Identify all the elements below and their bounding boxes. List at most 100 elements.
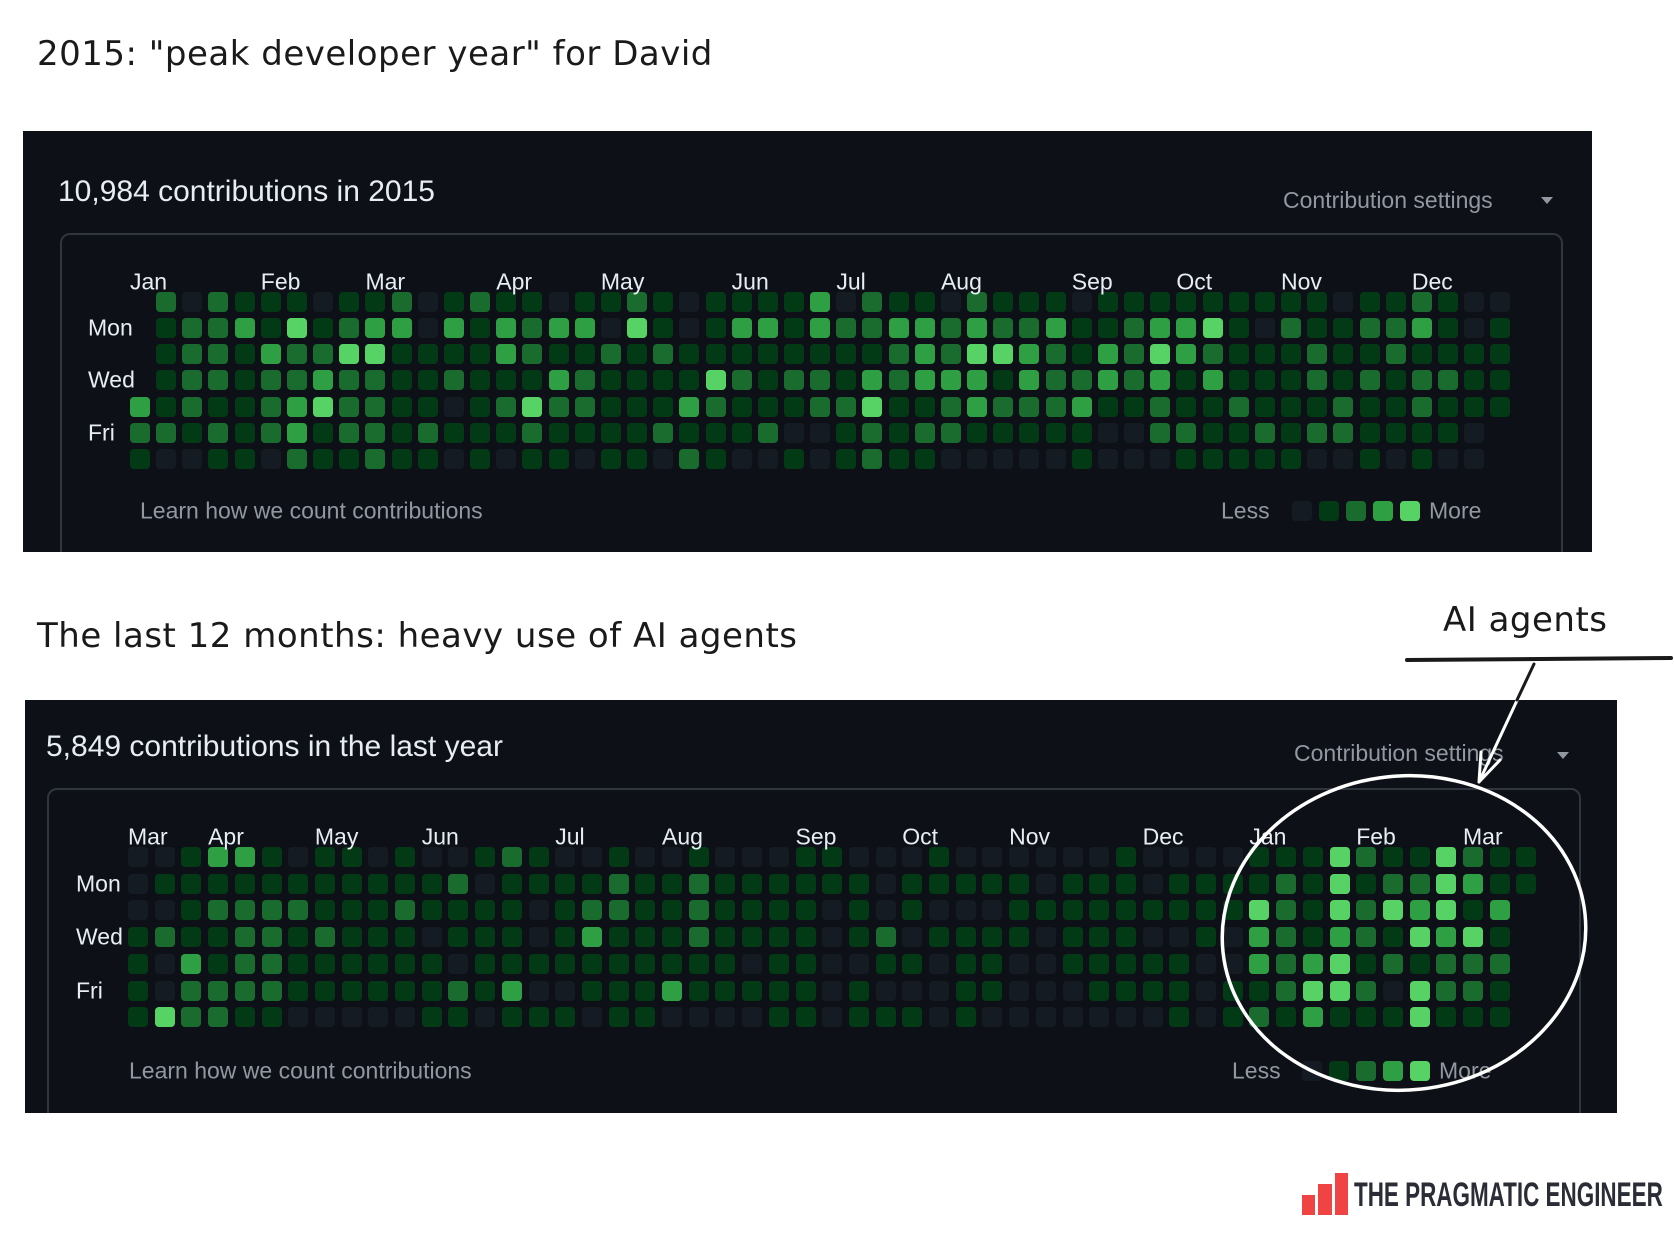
contribution-cell[interactable]	[742, 900, 763, 921]
contribution-cell[interactable]	[313, 396, 334, 417]
contribution-cell[interactable]	[1359, 422, 1380, 443]
contribution-cell[interactable]	[1254, 292, 1275, 312]
contribution-cell[interactable]	[742, 927, 763, 948]
contribution-cell[interactable]	[1281, 448, 1302, 469]
contribution-cell[interactable]	[1436, 1007, 1457, 1028]
contribution-cell[interactable]	[1228, 396, 1249, 417]
contribution-cell[interactable]	[608, 953, 629, 974]
contribution-cell[interactable]	[130, 396, 150, 417]
contribution-cell[interactable]	[1089, 927, 1110, 948]
contribution-cell[interactable]	[902, 900, 923, 921]
contribution-cell[interactable]	[982, 900, 1003, 921]
contribution-cell[interactable]	[875, 927, 896, 948]
contribution-cell[interactable]	[1249, 953, 1270, 974]
contribution-cell[interactable]	[391, 292, 412, 312]
contribution-cell[interactable]	[154, 953, 175, 974]
contribution-cell[interactable]	[679, 370, 700, 391]
contribution-cell[interactable]	[993, 396, 1014, 417]
contribution-cell[interactable]	[1385, 292, 1406, 312]
contribution-cell[interactable]	[555, 953, 576, 974]
contribution-cell[interactable]	[417, 370, 438, 391]
contribution-cell[interactable]	[234, 448, 255, 469]
contribution-cell[interactable]	[528, 980, 549, 1001]
contribution-cell[interactable]	[705, 448, 726, 469]
contribution-cell[interactable]	[1035, 927, 1056, 948]
contribution-cell[interactable]	[1438, 396, 1458, 417]
contribution-cell[interactable]	[555, 873, 576, 894]
contribution-cell[interactable]	[955, 900, 976, 921]
contribution-cell[interactable]	[365, 396, 386, 417]
contribution-cell[interactable]	[757, 370, 778, 391]
contribution-cell[interactable]	[1464, 396, 1485, 417]
contribution-cell[interactable]	[1009, 900, 1030, 921]
contribution-cell[interactable]	[1333, 318, 1354, 339]
contribution-cell[interactable]	[848, 900, 869, 921]
contribution-cell[interactable]	[1463, 980, 1483, 1001]
contribution-cell[interactable]	[208, 847, 229, 867]
contribution-cell[interactable]	[391, 396, 412, 417]
contribution-cell[interactable]	[1176, 396, 1197, 417]
contribution-cell[interactable]	[662, 927, 682, 948]
contribution-cell[interactable]	[784, 370, 804, 391]
contribution-cell[interactable]	[391, 344, 412, 365]
contribution-cell[interactable]	[1490, 318, 1511, 339]
contribution-cell[interactable]	[1089, 900, 1110, 921]
contribution-cell[interactable]	[1124, 370, 1145, 391]
contribution-cell[interactable]	[1409, 900, 1430, 921]
contribution-cell[interactable]	[1202, 370, 1223, 391]
contribution-cell[interactable]	[902, 927, 923, 948]
contribution-cell[interactable]	[742, 953, 763, 974]
contribution-cell[interactable]	[417, 396, 438, 417]
contribution-cell[interactable]	[528, 1007, 549, 1028]
contribution-cell[interactable]	[1009, 873, 1030, 894]
contribution-cell[interactable]	[1463, 1007, 1483, 1028]
contribution-cell[interactable]	[1438, 370, 1458, 391]
contribution-cell[interactable]	[548, 318, 569, 339]
contribution-cell[interactable]	[313, 370, 334, 391]
contribution-cell[interactable]	[993, 292, 1014, 312]
contribution-cell[interactable]	[1302, 900, 1323, 921]
contribution-cell[interactable]	[156, 292, 177, 312]
contribution-cell[interactable]	[1333, 422, 1354, 443]
contribution-cell[interactable]	[1333, 344, 1354, 365]
contribution-cell[interactable]	[339, 448, 360, 469]
contribution-cell[interactable]	[128, 927, 148, 948]
contribution-cell[interactable]	[548, 292, 569, 312]
contribution-cell[interactable]	[395, 847, 415, 867]
contribution-cell[interactable]	[1019, 292, 1040, 312]
contribution-cell[interactable]	[982, 980, 1003, 1001]
contribution-cell[interactable]	[1169, 900, 1190, 921]
contribution-cell[interactable]	[1489, 980, 1510, 1001]
contribution-cell[interactable]	[234, 422, 255, 443]
contribution-cell[interactable]	[470, 448, 491, 469]
contribution-cell[interactable]	[421, 847, 442, 867]
contribution-cell[interactable]	[1302, 847, 1323, 867]
contribution-cell[interactable]	[448, 927, 469, 948]
contribution-cell[interactable]	[368, 980, 389, 1001]
contribution-cell[interactable]	[1071, 292, 1092, 312]
contribution-cell[interactable]	[528, 847, 549, 867]
contribution-cell[interactable]	[688, 873, 709, 894]
contribution-cell[interactable]	[395, 927, 415, 948]
contribution-cell[interactable]	[1150, 344, 1171, 365]
contribution-cell[interactable]	[1150, 292, 1171, 312]
contribution-cell[interactable]	[496, 370, 517, 391]
contribution-cell[interactable]	[208, 1007, 229, 1028]
contribution-cell[interactable]	[1276, 900, 1297, 921]
contribution-cell[interactable]	[1249, 927, 1270, 948]
contribution-cell[interactable]	[395, 1007, 415, 1028]
contribution-cell[interactable]	[982, 873, 1003, 894]
contribution-cell[interactable]	[1228, 422, 1249, 443]
contribution-cell[interactable]	[1071, 370, 1092, 391]
contribution-cell[interactable]	[368, 953, 389, 974]
contribution-cell[interactable]	[1411, 448, 1432, 469]
contribution-cell[interactable]	[1202, 344, 1223, 365]
contribution-cell[interactable]	[391, 422, 412, 443]
contribution-cell[interactable]	[1124, 422, 1145, 443]
contribution-cell[interactable]	[1329, 847, 1350, 867]
contribution-cell[interactable]	[421, 927, 442, 948]
contribution-cell[interactable]	[888, 370, 909, 391]
contribution-cell[interactable]	[443, 344, 464, 365]
contribution-cell[interactable]	[234, 927, 255, 948]
contribution-cell[interactable]	[1019, 318, 1040, 339]
